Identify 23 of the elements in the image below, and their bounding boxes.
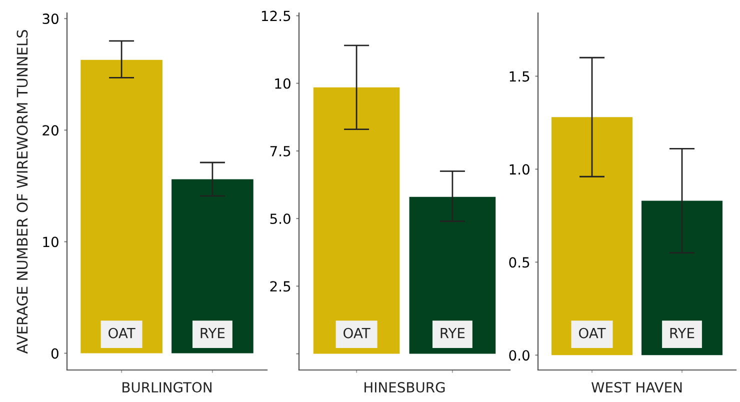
y-tick-label: 0	[51, 348, 58, 359]
x-tick-label: RYE	[200, 328, 225, 338]
y-tick-label: 0.0	[509, 350, 530, 361]
x-tick-label: RYE	[440, 328, 465, 338]
y-tick-label: 1.5	[510, 71, 530, 82]
x-axis-title: WEST HAVEN	[591, 382, 682, 393]
y-tick-label: 10	[275, 78, 290, 89]
x-tick-label: RYE	[670, 328, 694, 338]
y-tick-label: 2.5	[270, 281, 290, 292]
y-tick-label: 10	[43, 236, 58, 248]
y-tick-label: 20	[42, 125, 58, 136]
y-tick-label: 5.0	[270, 214, 290, 224]
x-tick-label: OAT	[108, 328, 136, 338]
x-tick-label: OAT	[344, 328, 370, 338]
y-tick-label: 12.5	[262, 10, 290, 22]
y-tick-label: 7.5	[270, 146, 290, 156]
y-tick-label: 0.5	[509, 257, 530, 268]
y-tick-label: 30	[42, 14, 58, 24]
x-tick-label: OAT	[578, 328, 606, 338]
y-axis-title: AVERAGE NUMBER OF WIREWORM TUNNELS	[16, 30, 28, 354]
y-tick-label: 1.0	[510, 164, 530, 175]
x-axis-title: HINESBURG	[364, 382, 445, 393]
x-axis-title: BURLINGTON	[122, 382, 212, 393]
